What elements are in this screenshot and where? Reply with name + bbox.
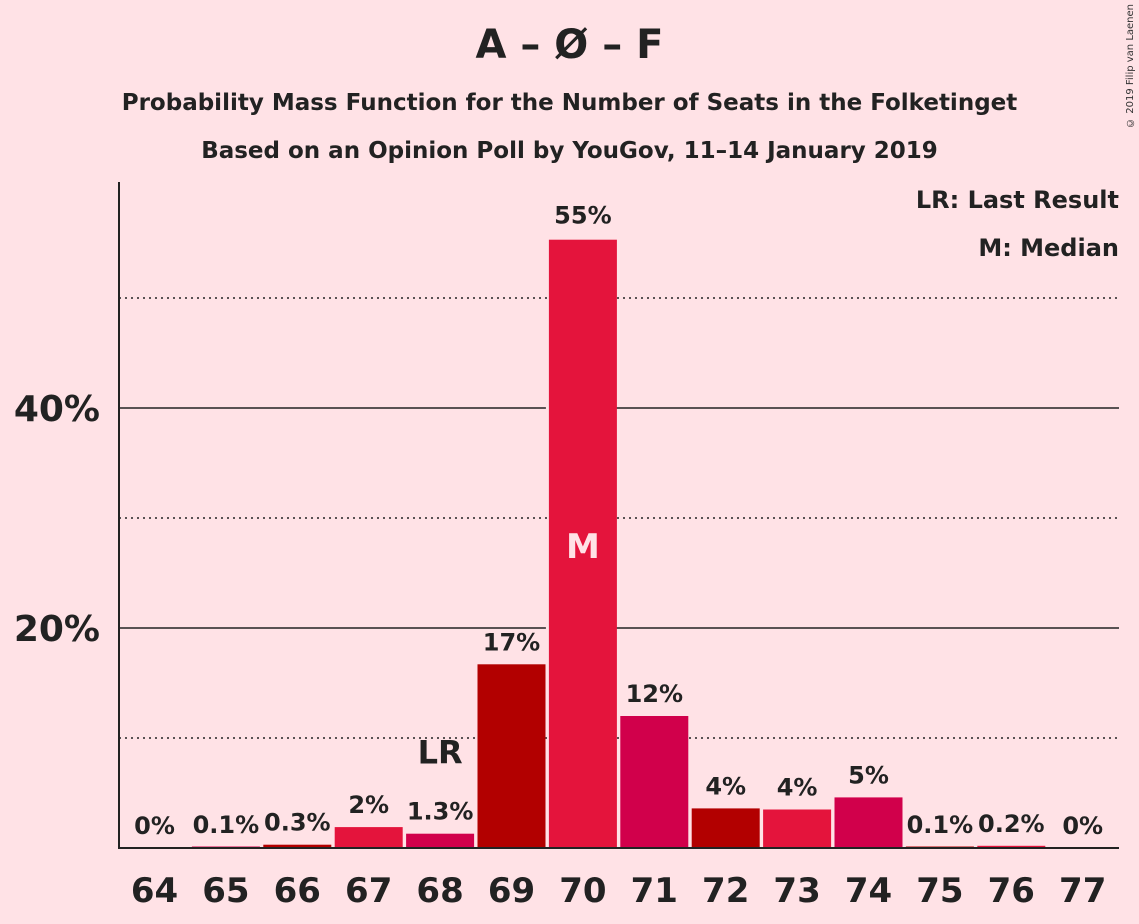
- x-tick-label: 75: [916, 871, 963, 911]
- x-tick-label: 70: [559, 871, 606, 911]
- x-tick-label: 73: [773, 871, 820, 911]
- data-label-74: 5%: [848, 761, 889, 789]
- bar-69: [477, 664, 546, 848]
- data-label-72: 4%: [705, 772, 746, 800]
- bar-71: [620, 716, 689, 848]
- bar-67: [334, 827, 403, 848]
- x-tick-label: 64: [131, 871, 178, 911]
- y-tick-label: 20%: [14, 609, 100, 650]
- x-tick-label: 74: [845, 871, 892, 911]
- data-label-75: 0.1%: [907, 811, 974, 839]
- y-tick-label: 40%: [14, 389, 100, 430]
- last-result-marker: LR: [418, 734, 463, 772]
- data-label-76: 0.2%: [978, 810, 1045, 838]
- data-label-73: 4%: [777, 774, 818, 802]
- x-tick-label: 68: [416, 871, 463, 911]
- data-label-69: 17%: [483, 628, 540, 656]
- x-tick-label: 71: [631, 871, 678, 911]
- x-tick-label: 65: [202, 871, 249, 911]
- bar-74: [834, 797, 903, 848]
- x-tick-label: 77: [1059, 871, 1106, 911]
- chart-title: A – Ø – F: [475, 22, 664, 68]
- bar-70: [548, 239, 617, 848]
- data-label-77: 0%: [1062, 812, 1103, 840]
- bar-76: [977, 845, 1046, 848]
- legend-last-result: LR: Last Result: [915, 186, 1119, 214]
- gridlines: [119, 297, 1119, 739]
- x-tick-label: 69: [488, 871, 535, 911]
- bar-72: [691, 808, 760, 848]
- x-tick-label: 66: [274, 871, 321, 911]
- data-label-70: 55%: [554, 202, 611, 230]
- data-label-68: 1.3%: [407, 798, 474, 826]
- chart-subtitle: Probability Mass Function for the Number…: [121, 90, 1018, 116]
- legend-median: M: Median: [978, 234, 1119, 262]
- data-label-64: 0%: [134, 812, 175, 840]
- chart-subtitle-poll: Based on an Opinion Poll by YouGov, 11–1…: [201, 138, 938, 164]
- bar-68: [406, 833, 475, 848]
- bar-66: [263, 844, 332, 848]
- x-tick-label: 72: [702, 871, 749, 911]
- bar-73: [763, 809, 832, 848]
- x-tick-label: 67: [345, 871, 392, 911]
- bars: [191, 239, 1046, 848]
- x-tick-label: 76: [988, 871, 1035, 911]
- axes: 20% 40% 64 65 66 67 68 69 70 71 72 73 74 75 76 77: [14, 182, 1119, 911]
- median-marker: M: [566, 527, 600, 567]
- data-label-67: 2%: [348, 791, 389, 819]
- data-label-66: 0.3%: [264, 809, 331, 837]
- data-label-71: 12%: [626, 680, 683, 708]
- data-label-65: 0.1%: [193, 811, 260, 839]
